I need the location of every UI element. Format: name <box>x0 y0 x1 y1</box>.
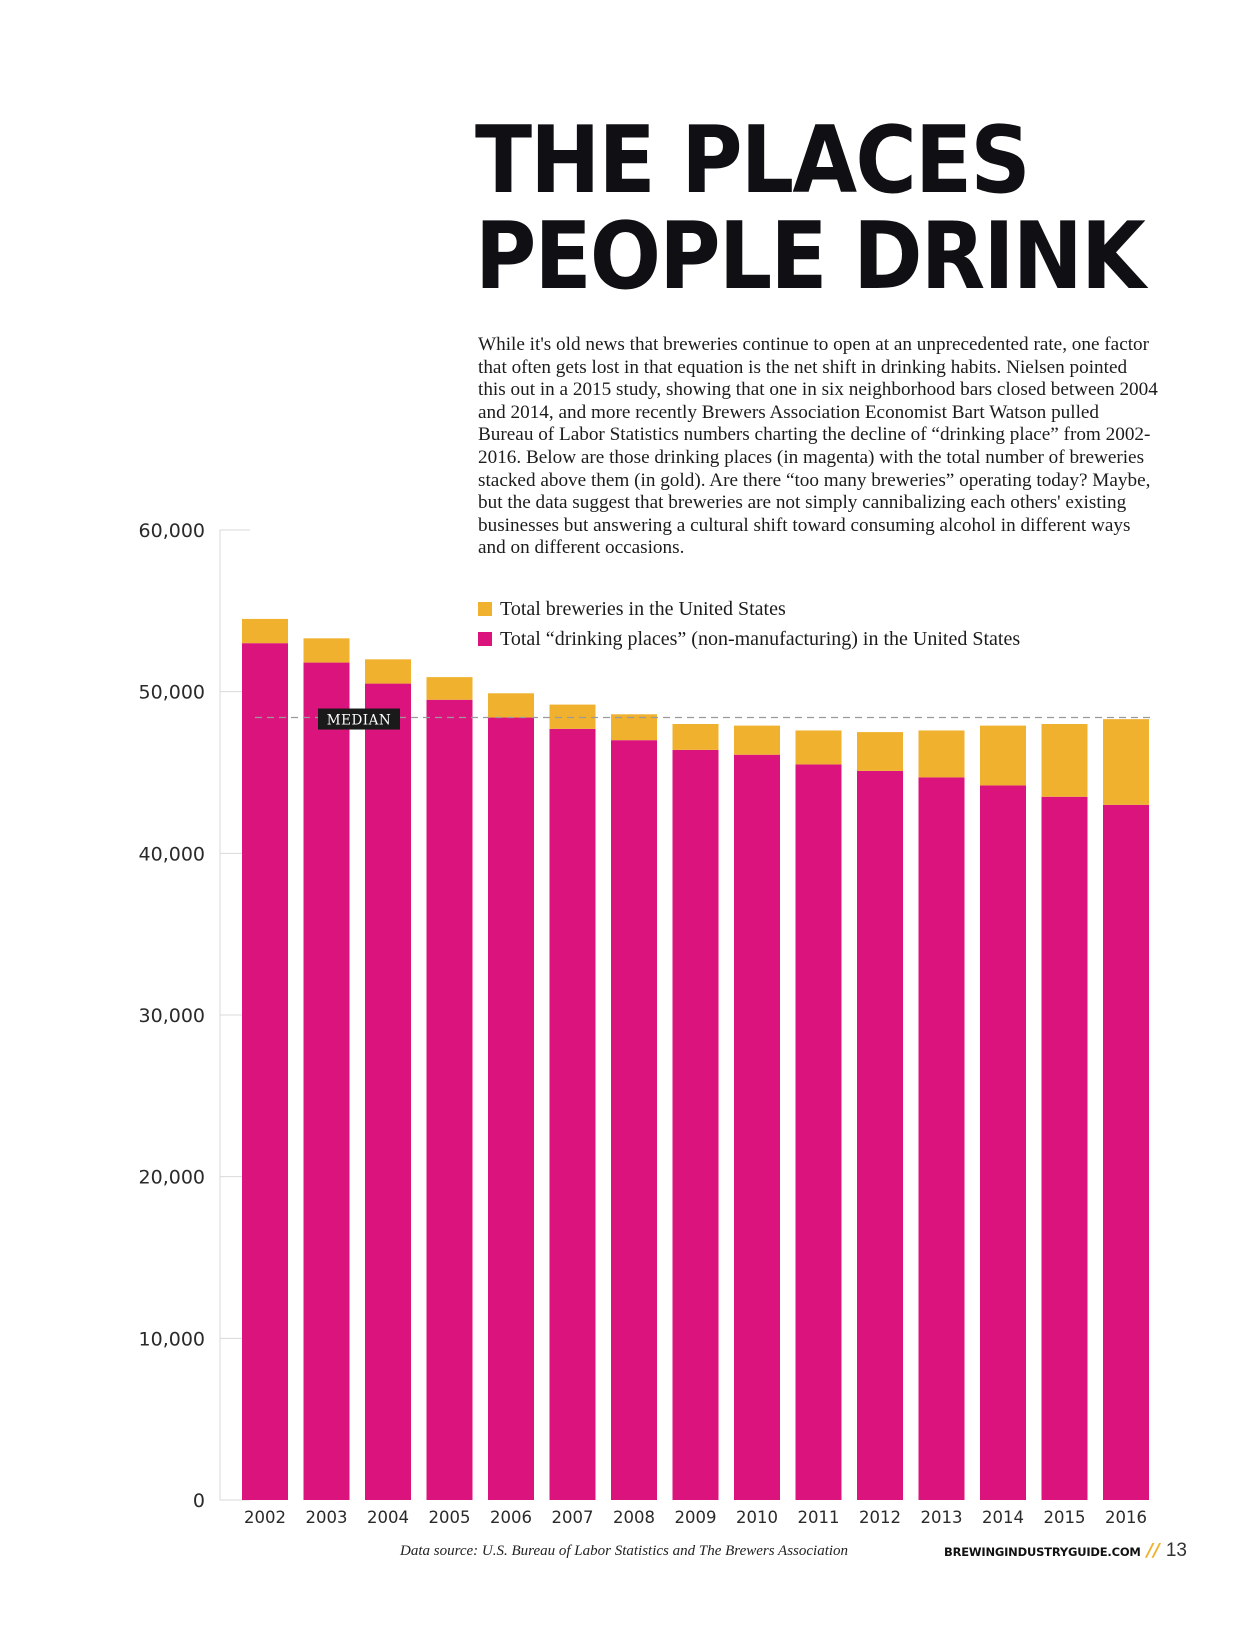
bar-breweries <box>303 638 350 663</box>
bar-drinking-places <box>1103 804 1149 1500</box>
x-tick-label: 2008 <box>613 1508 655 1527</box>
bar-drinking-places <box>611 740 657 1500</box>
bar-breweries <box>242 618 288 644</box>
intro-paragraph: While it's old news that breweries conti… <box>478 334 1158 559</box>
bar-breweries <box>672 724 719 750</box>
y-tick-label: 50,000 <box>139 682 205 704</box>
bar-drinking-places <box>672 749 719 1500</box>
bar-drinking-places <box>734 754 780 1500</box>
x-tick-label: 2004 <box>367 1508 409 1527</box>
bar-drinking-places <box>242 643 288 1500</box>
folio-divider: // <box>1146 1540 1160 1561</box>
y-tick-label: 30,000 <box>139 1005 205 1027</box>
bar-breweries <box>1103 719 1149 805</box>
x-tick-label: 2007 <box>552 1508 594 1527</box>
x-tick-label: 2012 <box>859 1508 901 1527</box>
x-tick-label: 2003 <box>306 1508 348 1527</box>
bar-breweries <box>1041 724 1088 797</box>
data-source-note: Data source: U.S. Bureau of Labor Statis… <box>400 1543 849 1559</box>
x-tick-label: 2011 <box>798 1508 840 1527</box>
legend-item-breweries: Total breweries in the United States <box>478 594 1020 624</box>
headline-line-2: PEOPLE DRINK <box>475 202 1146 310</box>
median-label: MEDIAN <box>327 713 391 729</box>
bar-drinking-places <box>918 777 965 1500</box>
x-tick-label: 2006 <box>490 1508 532 1527</box>
bar-breweries <box>980 725 1026 786</box>
bar-drinking-places <box>303 662 350 1500</box>
legend-label-breweries: Total breweries in the United States <box>500 597 786 620</box>
site-url[interactable]: BREWINGINDUSTRYGUIDE.COM <box>944 1545 1141 1559</box>
headline: THE PLACES PEOPLE DRINK <box>475 106 1146 310</box>
legend-item-drinking-places: Total “drinking places” (non-manufacturi… <box>478 624 1020 654</box>
bar-drinking-places <box>857 770 903 1500</box>
median-tag <box>318 708 400 730</box>
bar-drinking-places <box>795 764 842 1500</box>
bar-drinking-places <box>365 683 411 1500</box>
x-tick-label: 2013 <box>921 1508 963 1527</box>
bar-breweries <box>365 659 411 684</box>
legend-label-drinking-places: Total “drinking places” (non-manufacturi… <box>500 627 1021 650</box>
bar-breweries <box>734 725 780 755</box>
bar-breweries <box>795 730 842 765</box>
page-folio: BREWINGINDUSTRYGUIDE.COM // 13 <box>944 1540 1187 1562</box>
bar-drinking-places <box>426 699 473 1500</box>
page-number: 13 <box>1165 1540 1187 1561</box>
y-tick-label: 10,000 <box>139 1328 205 1350</box>
x-tick-label: 2002 <box>244 1508 286 1527</box>
bar-breweries <box>426 677 473 700</box>
y-tick-label: 60,000 <box>139 520 205 542</box>
x-tick-label: 2009 <box>675 1508 717 1527</box>
bar-drinking-places <box>488 717 534 1500</box>
x-tick-label: 2014 <box>982 1508 1024 1527</box>
legend: Total breweries in the United States Tot… <box>478 594 1020 654</box>
bar-breweries <box>549 704 596 729</box>
bar-drinking-places <box>549 728 596 1500</box>
bar-breweries <box>857 732 903 771</box>
legend-swatch-breweries <box>478 602 492 616</box>
y-tick-label: 0 <box>193 1490 205 1512</box>
bar-drinking-places <box>1041 796 1088 1500</box>
x-tick-label: 2005 <box>429 1508 471 1527</box>
y-tick-label: 20,000 <box>139 1167 205 1189</box>
headline-line-1: THE PLACES <box>475 106 1031 214</box>
x-tick-label: 2010 <box>736 1508 778 1527</box>
bar-drinking-places <box>980 785 1026 1500</box>
x-tick-label: 2016 <box>1105 1508 1147 1527</box>
bar-breweries <box>918 730 965 778</box>
legend-swatch-drinking-places <box>478 632 492 646</box>
x-tick-label: 2015 <box>1044 1508 1086 1527</box>
bar-breweries <box>611 714 657 741</box>
y-tick-label: 40,000 <box>139 843 205 865</box>
bar-breweries <box>488 693 534 718</box>
